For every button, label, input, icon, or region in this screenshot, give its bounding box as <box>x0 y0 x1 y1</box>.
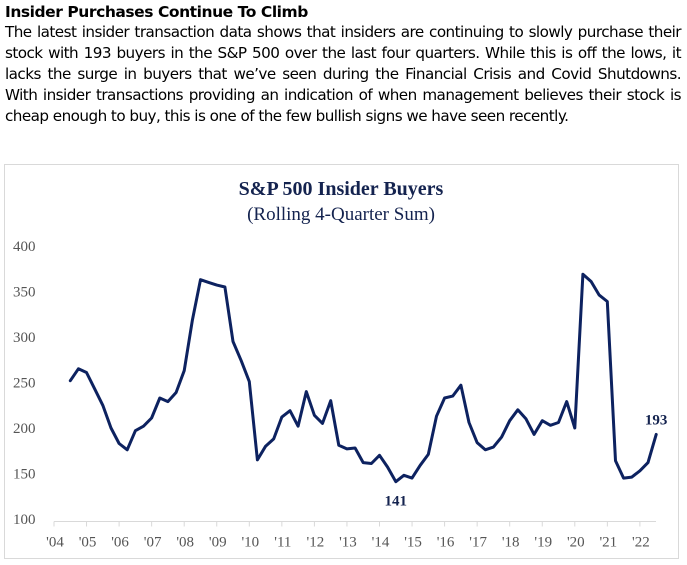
x-tick-label: '17 <box>469 535 487 551</box>
x-tick-label: '05 <box>79 535 97 551</box>
chart-frame: S&P 500 Insider Buyers (Rolling 4-Quarte… <box>4 164 679 559</box>
y-axis: 100 150 200 250 300 350 400 <box>13 239 36 528</box>
x-tick-label: '11 <box>274 535 291 551</box>
y-tick-label: 350 <box>13 285 36 301</box>
x-tick-label: '10 <box>241 535 259 551</box>
chart-subtitle: (Rolling 4-Quarter Sum) <box>247 204 435 225</box>
x-tick-label: '06 <box>111 535 129 551</box>
x-tick-label: '21 <box>599 535 617 551</box>
x-tick-label: '20 <box>567 535 585 551</box>
x-tick-label: '13 <box>339 535 357 551</box>
y-tick-label: 100 <box>13 512 36 528</box>
y-tick-label: 250 <box>13 376 36 392</box>
article-headline: Insider Purchases Continue To Climb <box>5 3 308 21</box>
line-chart: S&P 500 Insider Buyers (Rolling 4-Quarte… <box>13 178 668 551</box>
x-tick-label: '12 <box>307 535 325 551</box>
y-tick-label: 300 <box>13 330 36 346</box>
data-label: 193 <box>645 412 668 428</box>
series-line <box>68 272 658 484</box>
article-body: The latest insider transaction data show… <box>5 23 682 125</box>
y-tick-label: 150 <box>13 467 36 483</box>
series-group <box>68 272 658 484</box>
x-tick-label: '22 <box>632 535 650 551</box>
x-tick-label: '04 <box>46 535 64 551</box>
x-tick-label: '07 <box>144 535 162 551</box>
data-label: 141 <box>385 494 408 510</box>
x-tick-label: '14 <box>372 535 390 551</box>
x-tick-label: '19 <box>534 535 552 551</box>
x-axis: '04 '05 '06 '07 '08 '09 '10 '11 '12 '13 '14 '15 '16 '… <box>46 521 656 551</box>
annotations: 141 193 <box>385 412 668 509</box>
x-tick-label: '18 <box>502 535 520 551</box>
x-tick-label: '08 <box>176 535 194 551</box>
y-tick-label: 400 <box>13 239 36 255</box>
x-tick-label: '09 <box>209 535 227 551</box>
x-tick-label: '15 <box>404 535 422 551</box>
article: Insider Purchases Continue To Climb The … <box>5 2 682 127</box>
y-tick-label: 200 <box>13 421 36 437</box>
chart-title: S&P 500 Insider Buyers <box>239 178 444 200</box>
x-tick-label: '16 <box>437 535 455 551</box>
